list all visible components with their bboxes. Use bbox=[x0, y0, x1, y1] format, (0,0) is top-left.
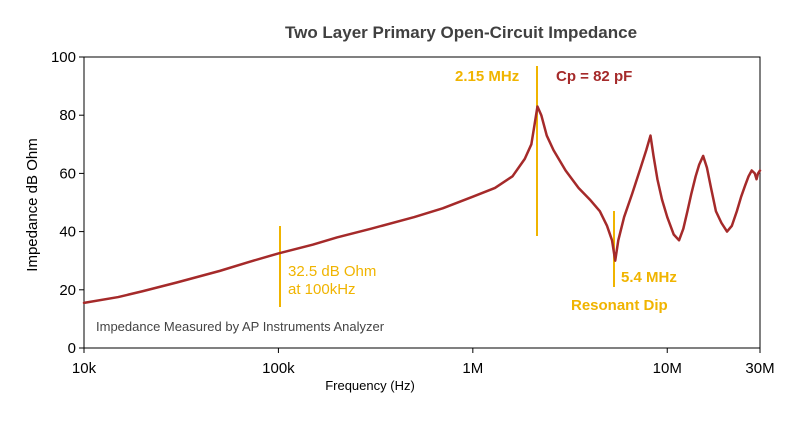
x-tick-label: 30M bbox=[745, 360, 774, 377]
x-tick-label: 1M bbox=[462, 360, 483, 377]
y-tick-label: 0 bbox=[68, 340, 76, 357]
x-tick-label: 100k bbox=[262, 360, 295, 377]
annotation-resonant-dip: Resonant Dip bbox=[571, 297, 668, 314]
annotation-32-5db: 32.5 dB Ohm bbox=[288, 263, 376, 280]
annotation-2-15mhz: 2.15 MHz bbox=[455, 68, 519, 85]
annotation-at-100khz: at 100kHz bbox=[288, 281, 356, 298]
x-tick-group: 10k 100k 1M 10M 30M bbox=[72, 348, 775, 377]
y-tick-label: 100 bbox=[51, 49, 76, 66]
x-tick-label: 10M bbox=[653, 360, 682, 377]
series-line-impedance bbox=[82, 105, 762, 305]
x-axis-label: Frequency (Hz) bbox=[325, 378, 415, 393]
y-tick-label: 40 bbox=[59, 224, 76, 241]
y-axis-label: Impedance dB Ohm bbox=[24, 138, 41, 271]
y-tick-group: 0 20 40 60 80 100 bbox=[51, 49, 84, 357]
y-tick-label: 80 bbox=[59, 107, 76, 124]
chart-title: Two Layer Primary Open-Circuit Impedance bbox=[285, 23, 637, 42]
y-tick-label: 60 bbox=[59, 165, 76, 182]
annotation-measured-by: Impedance Measured by AP Instruments Ana… bbox=[96, 319, 385, 334]
annotation-cp-82pf: Cp = 82 pF bbox=[556, 68, 632, 85]
y-tick-label: 20 bbox=[59, 282, 76, 299]
plot-area-frame bbox=[83, 56, 761, 349]
x-tick-label: 10k bbox=[72, 360, 97, 377]
annotation-5-4mhz: 5.4 MHz bbox=[621, 269, 677, 286]
